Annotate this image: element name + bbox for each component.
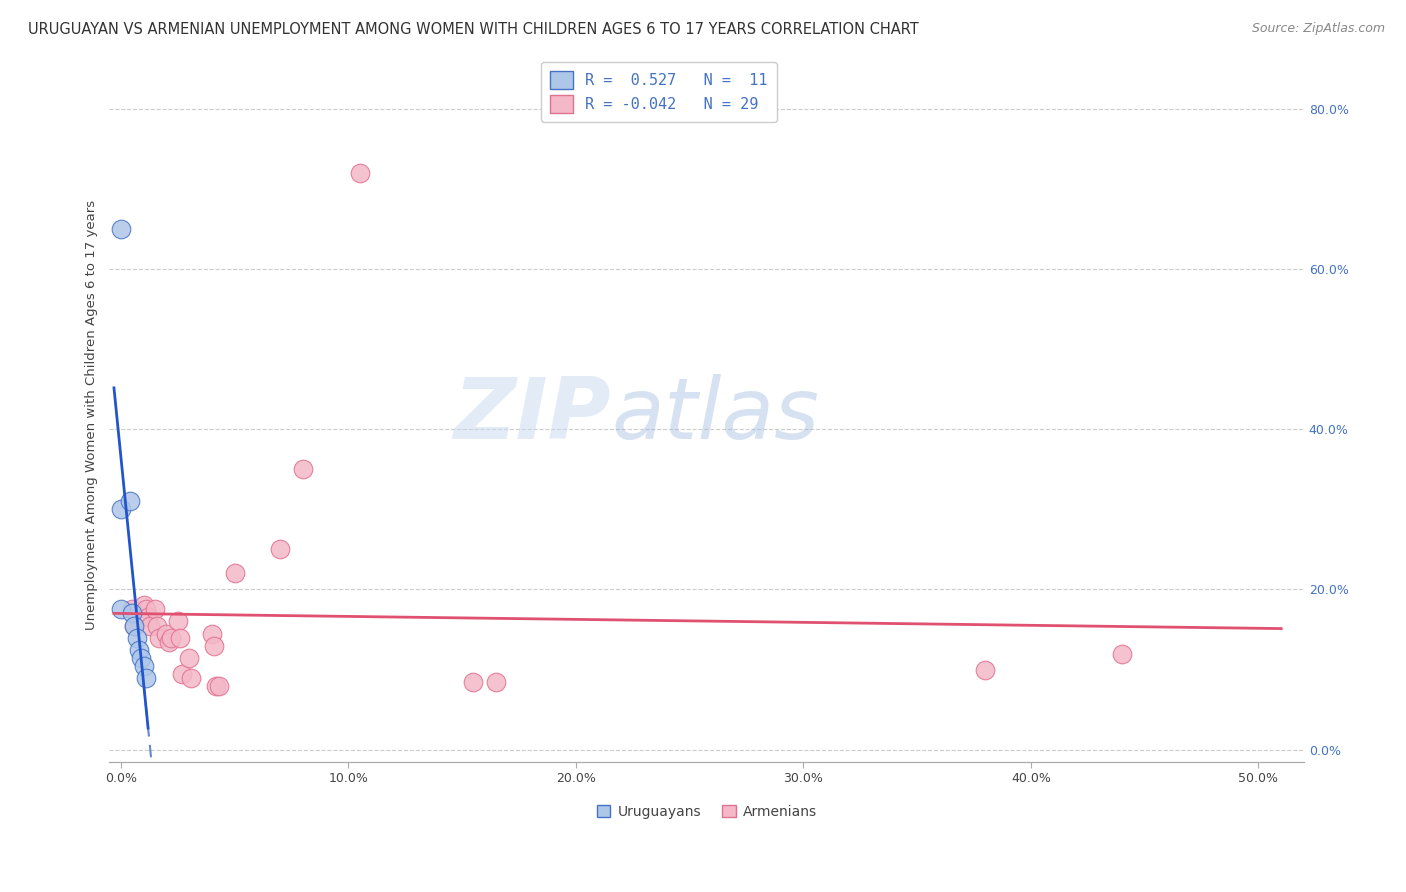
Point <box>125 631 148 645</box>
Point <box>121 602 143 616</box>
Point <box>148 631 170 645</box>
Point <box>177 650 200 665</box>
Point <box>118 494 141 508</box>
Point <box>269 542 291 557</box>
Point <box>143 602 166 616</box>
Point <box>157 634 180 648</box>
Point <box>110 502 132 516</box>
Point <box>135 671 157 685</box>
Point <box>172 666 194 681</box>
Text: atlas: atlas <box>612 374 820 457</box>
Point <box>146 618 169 632</box>
Point <box>132 599 155 613</box>
Legend: Uruguayans, Armenians: Uruguayans, Armenians <box>591 799 823 824</box>
Point <box>224 566 246 581</box>
Point <box>135 602 157 616</box>
Point <box>160 631 183 645</box>
Point <box>207 679 229 693</box>
Point <box>139 618 162 632</box>
Point <box>485 674 508 689</box>
Text: ZIP: ZIP <box>454 374 612 457</box>
Point <box>155 626 177 640</box>
Point <box>132 658 155 673</box>
Point <box>202 639 225 653</box>
Point <box>205 679 228 693</box>
Point <box>974 663 997 677</box>
Text: Source: ZipAtlas.com: Source: ZipAtlas.com <box>1251 22 1385 36</box>
Text: URUGUAYAN VS ARMENIAN UNEMPLOYMENT AMONG WOMEN WITH CHILDREN AGES 6 TO 17 YEARS : URUGUAYAN VS ARMENIAN UNEMPLOYMENT AMONG… <box>28 22 920 37</box>
Point <box>349 166 371 180</box>
Point <box>124 618 146 632</box>
Point <box>129 650 152 665</box>
Point <box>136 610 159 624</box>
Point <box>128 642 150 657</box>
Point <box>463 674 485 689</box>
Point <box>291 462 314 476</box>
Point <box>166 615 188 629</box>
Point <box>110 602 132 616</box>
Point <box>1111 647 1133 661</box>
Point <box>110 222 132 236</box>
Y-axis label: Unemployment Among Women with Children Ages 6 to 17 years: Unemployment Among Women with Children A… <box>86 200 98 630</box>
Point <box>169 631 191 645</box>
Point <box>121 607 143 621</box>
Point <box>201 626 224 640</box>
Point <box>124 618 146 632</box>
Point <box>180 671 202 685</box>
